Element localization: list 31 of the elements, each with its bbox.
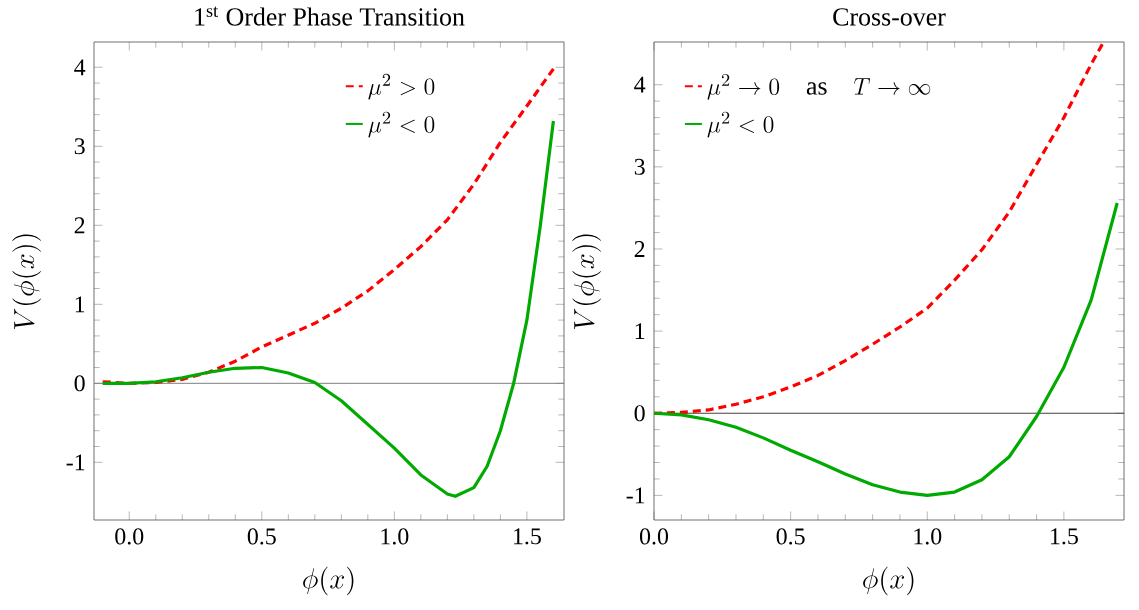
line-series bbox=[654, 201, 1119, 497]
y-tick-label: 0 bbox=[634, 405, 645, 422]
legend-label: $\mu^2 < 0$ bbox=[707, 111, 774, 138]
y-tick-label: -1 bbox=[626, 487, 645, 504]
y-tick-label: -1 bbox=[66, 454, 85, 471]
chart-title: Cross-over bbox=[833, 8, 946, 26]
y-tick-label: 0 bbox=[74, 375, 85, 392]
x-tick-label: 1.5 bbox=[514, 528, 541, 545]
x-axis-title: $\phi(x)$ bbox=[303, 566, 354, 596]
x-axis-title: $\phi(x)$ bbox=[863, 566, 914, 596]
y-axis-title: $V(\phi(x))$ bbox=[12, 234, 41, 329]
legend-label: $\mu^2 > 0$ bbox=[368, 73, 435, 100]
y-axis-title: $V(\phi(x))$ bbox=[572, 234, 601, 329]
x-tick-label: 1.0 bbox=[381, 528, 409, 545]
x-tick-label: 1.0 bbox=[914, 528, 942, 545]
x-tick-label: 1.5 bbox=[1051, 528, 1078, 545]
x-tick-label: 0.0 bbox=[115, 528, 144, 545]
y-tick-label: 2 bbox=[634, 241, 645, 257]
y-tick-label: 3 bbox=[634, 158, 645, 175]
x-tick-label: 0.0 bbox=[639, 528, 669, 545]
x-tick-label: 0.5 bbox=[247, 528, 276, 545]
y-tick-label: 2 bbox=[74, 217, 85, 234]
y-tick-label: 3 bbox=[74, 138, 85, 155]
chart-title: 1$^{st}$ Order Phase Transition bbox=[195, 6, 465, 26]
y-tick-label: 4 bbox=[634, 76, 646, 93]
y-tick-label: 4 bbox=[74, 59, 86, 76]
x-tick-label: 0.5 bbox=[776, 528, 805, 545]
legend-label: $\mu^2 \to 0 \quad \mathrm{as} \quad T \to \infty$ bbox=[707, 73, 931, 100]
legend-label: $\mu^2 < 0$ bbox=[368, 111, 435, 138]
y-tick-label: 1 bbox=[75, 296, 85, 313]
y-tick-label: 1 bbox=[635, 323, 645, 339]
